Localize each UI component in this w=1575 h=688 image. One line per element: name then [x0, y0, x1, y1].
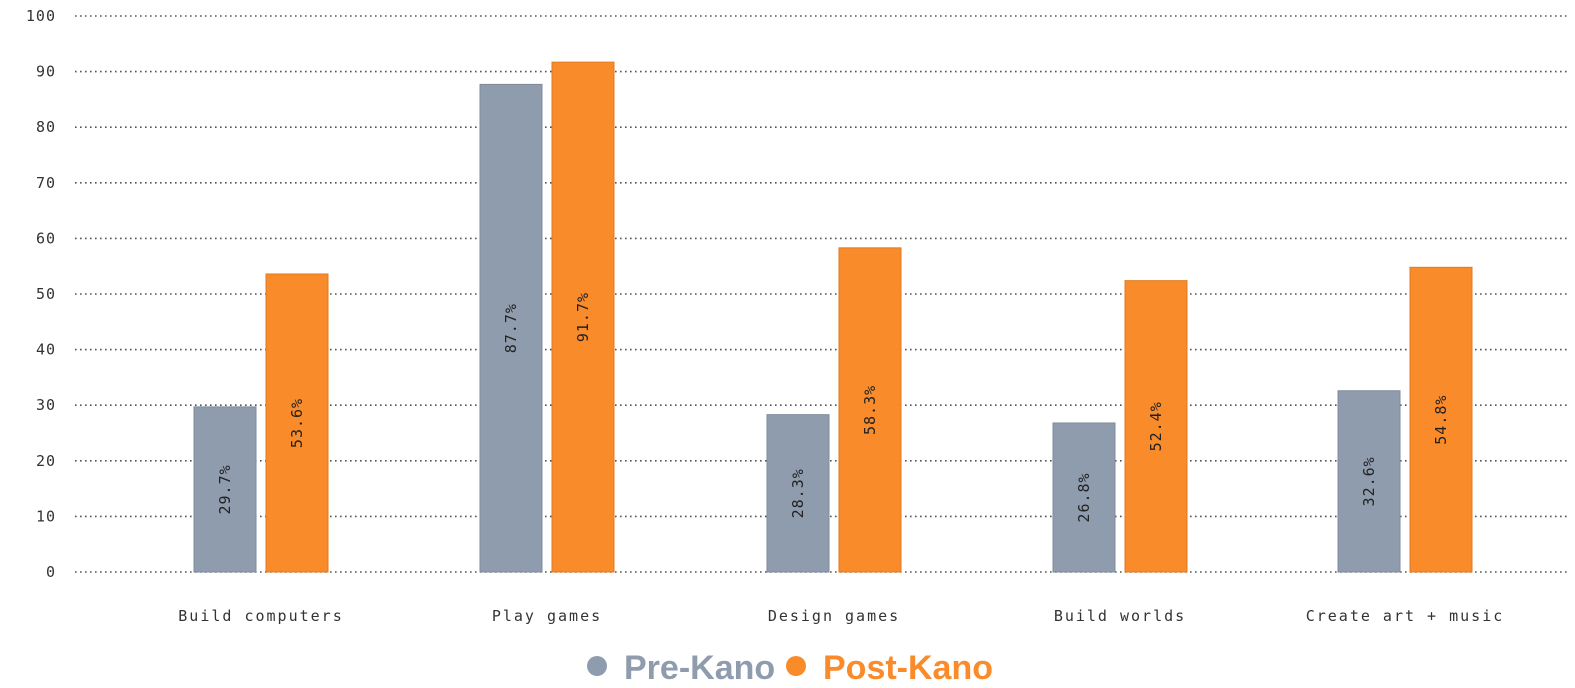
- category-label: Create art + music: [1306, 607, 1505, 625]
- y-tick-label: 50: [36, 285, 56, 303]
- data-label: 32.6%: [1360, 456, 1378, 506]
- category-label: Play games: [492, 607, 602, 625]
- data-label: 87.7%: [502, 303, 520, 353]
- data-label: 28.3%: [789, 468, 807, 518]
- y-tick-label: 20: [36, 452, 56, 470]
- bar-post-kano-2: [838, 247, 902, 573]
- bar-pre-kano-0: [193, 406, 257, 573]
- data-label: 53.6%: [288, 398, 306, 448]
- y-axis-ticks: 0 10 20 30 40 50 60 70 80 90 100: [26, 7, 56, 581]
- bars: [193, 61, 1473, 573]
- bar-pre-kano-1: [479, 83, 543, 573]
- data-label: 29.7%: [216, 464, 234, 514]
- bar-pre-kano-4: [1337, 390, 1401, 573]
- y-tick-label: 0: [46, 563, 56, 581]
- bar-pre-kano-3: [1052, 422, 1116, 573]
- data-label: 52.4%: [1147, 401, 1165, 451]
- data-label: 54.8%: [1432, 395, 1450, 445]
- legend-marker-post-kano: [786, 656, 806, 676]
- y-tick-label: 30: [36, 396, 56, 414]
- bar-post-kano-1: [551, 61, 615, 573]
- y-tick-label: 40: [36, 341, 56, 359]
- data-labels: 29.7% 53.6% 87.7% 91.7% 28.3% 58.3% 26.8% 52.4%…: [216, 292, 1450, 523]
- bar-post-kano-0: [265, 273, 329, 573]
- legend-marker-pre-kano: [587, 656, 607, 676]
- bar-post-kano-3: [1124, 280, 1188, 573]
- data-label: 58.3%: [861, 385, 879, 435]
- legend-label-post-kano[interactable]: Post-Kano: [823, 649, 993, 687]
- y-tick-label: 60: [36, 229, 56, 247]
- category-label: Build computers: [178, 607, 343, 625]
- y-tick-label: 90: [36, 63, 56, 81]
- y-tick-label: 70: [36, 174, 56, 192]
- bar-pre-kano-2: [766, 414, 830, 573]
- bar-post-kano-4: [1409, 266, 1473, 573]
- legend-label-pre-kano[interactable]: Pre-Kano: [624, 649, 775, 687]
- category-label: Build worlds: [1054, 607, 1186, 625]
- y-tick-label: 100: [26, 7, 56, 25]
- category-label: Design games: [768, 607, 900, 625]
- y-tick-label: 80: [36, 118, 56, 136]
- y-tick-label: 10: [36, 507, 56, 525]
- data-label: 91.7%: [574, 292, 592, 342]
- x-axis-categories: Build computers Play games Design games Bui…: [178, 607, 1505, 625]
- data-label: 26.8%: [1075, 472, 1093, 522]
- legend[interactable]: Pre-Kano Post-Kano: [587, 649, 993, 687]
